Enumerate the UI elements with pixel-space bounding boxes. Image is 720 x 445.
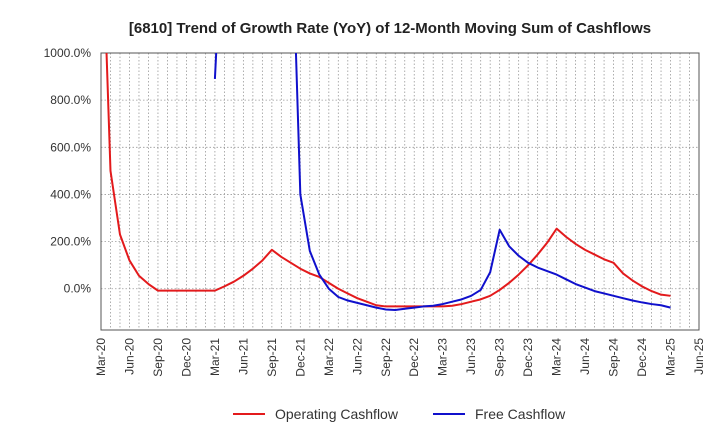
x-tick-label: Dec-22 [407, 338, 421, 377]
x-tick-label: Dec-23 [521, 338, 535, 377]
legend-label-operating-cashflow: Operating Cashflow [275, 406, 399, 422]
x-tick-label: Jun-25 [692, 338, 706, 375]
x-tick-label: Jun-24 [578, 338, 592, 375]
x-tick-label: Dec-21 [293, 338, 307, 377]
x-tick-label: Jun-21 [236, 338, 250, 375]
x-tick-label: Dec-24 [635, 338, 649, 377]
legend: Operating Cashflow Free Cashflow [233, 406, 566, 422]
free-cashflow-line [213, 53, 671, 311]
x-tick-label: Jun-23 [464, 338, 478, 375]
x-tick-label: Jun-22 [350, 338, 364, 375]
legend-label-free-cashflow: Free Cashflow [475, 406, 566, 422]
series-layer [105, 53, 671, 311]
x-tick-label: Dec-20 [179, 338, 193, 377]
y-tick-label: 400.0% [50, 187, 91, 201]
grid-layer [100, 52, 700, 330]
x-tick-label: Mar-21 [208, 338, 222, 376]
operating-cashflow-line [105, 53, 671, 308]
x-tick-label: Mar-23 [436, 338, 450, 376]
x-tick-label: Sep-22 [379, 338, 393, 377]
chart-title: [6810] Trend of Growth Rate (YoY) of 12-… [129, 20, 651, 37]
y-tick-label: 0.0% [64, 282, 92, 296]
x-tick-label: Mar-20 [94, 338, 108, 376]
x-tick-label: Mar-24 [550, 338, 564, 376]
y-tick-label: 600.0% [50, 140, 91, 154]
x-tick-label: Sep-23 [493, 338, 507, 377]
plot-border [100, 52, 700, 331]
y-tick-label: 200.0% [50, 235, 91, 249]
x-tick-label: Sep-20 [151, 338, 165, 377]
x-tick-label: Sep-24 [607, 338, 621, 377]
x-tick-label: Jun-20 [122, 338, 136, 375]
y-tick-label: 1000.0% [44, 46, 92, 60]
plot-area [101, 53, 699, 330]
x-tick-label: Mar-25 [664, 338, 678, 376]
x-tick-label: Mar-22 [322, 338, 336, 376]
axis-layer: 0.0% 200.0% 400.0% 600.0% 800.0% 1000.0% Mar-2… [44, 46, 706, 377]
y-tick-label: 800.0% [50, 93, 91, 107]
x-tick-label: Sep-21 [265, 338, 279, 377]
